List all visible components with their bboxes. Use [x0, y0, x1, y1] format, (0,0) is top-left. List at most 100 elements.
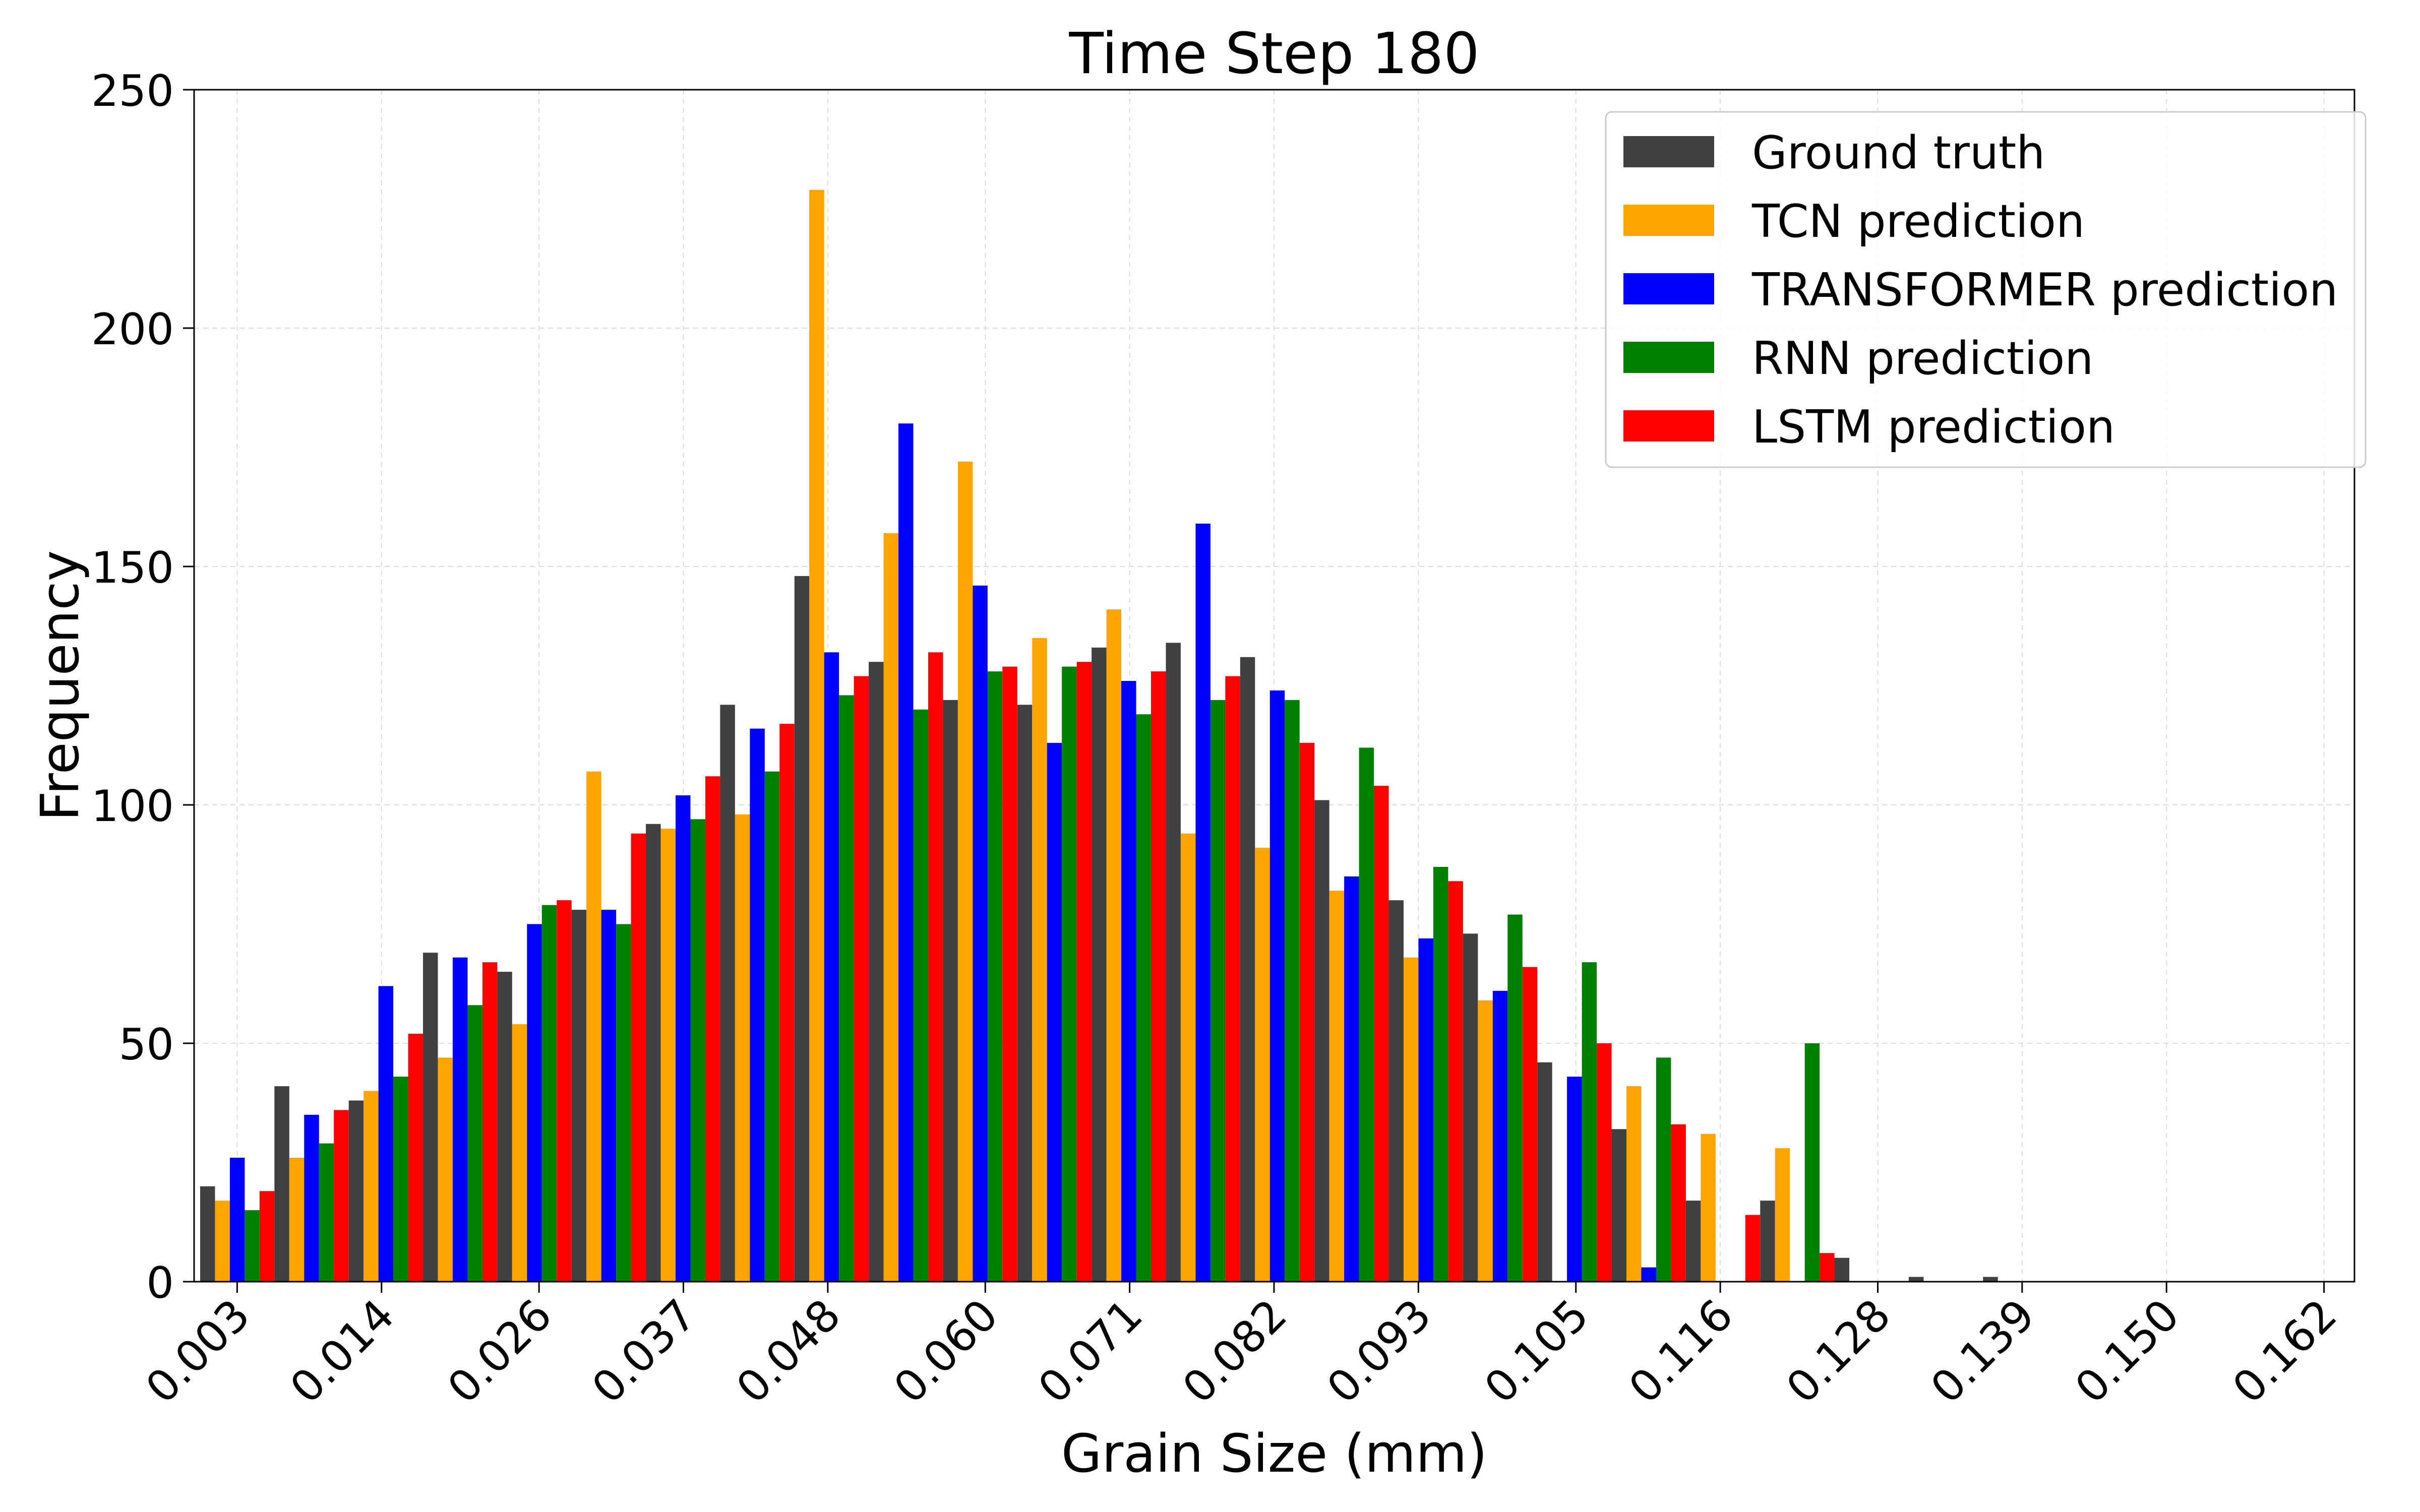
- x-axis-label: Grain Size (mm): [1061, 1423, 1487, 1484]
- bar-lstm-prediction: [1374, 786, 1389, 1282]
- bar-tcn-prediction: [215, 1201, 230, 1282]
- y-tick-label: 250: [91, 66, 174, 116]
- bar-lstm-prediction: [631, 833, 646, 1282]
- bar-tcn-prediction: [586, 771, 601, 1282]
- bar-transformer-prediction: [229, 1158, 245, 1282]
- bar-tcn-prediction: [364, 1091, 379, 1282]
- bar-rnn-prediction: [1507, 914, 1523, 1282]
- bar-ground-truth: [423, 953, 438, 1282]
- bar-rnn-prediction: [839, 695, 854, 1282]
- bar-transformer-prediction: [1492, 990, 1508, 1282]
- bar-lstm-prediction: [779, 724, 795, 1282]
- bar-ground-truth: [571, 910, 587, 1282]
- bar-ground-truth: [1983, 1277, 1998, 1282]
- x-tick-label: 0.026: [438, 1290, 562, 1413]
- bar-ground-truth: [1834, 1257, 1850, 1282]
- bar-lstm-prediction: [854, 676, 869, 1282]
- bar-transformer-prediction: [452, 957, 468, 1282]
- x-tick-label: 0.150: [2066, 1290, 2189, 1413]
- bar-transformer-prediction: [973, 585, 988, 1282]
- y-tick-label: 200: [91, 304, 174, 355]
- bar-rnn-prediction: [1804, 1043, 1820, 1282]
- bar-lstm-prediction: [705, 776, 720, 1282]
- bar-rnn-prediction: [541, 905, 557, 1282]
- bar-lstm-prediction: [928, 652, 943, 1282]
- bar-tcn-prediction: [1403, 957, 1419, 1282]
- bar-transformer-prediction: [1344, 876, 1359, 1282]
- bar-rnn-prediction: [1285, 700, 1300, 1282]
- bar-tcn-prediction: [1032, 638, 1047, 1282]
- bar-lstm-prediction: [557, 900, 572, 1282]
- x-tick-label: 0.014: [281, 1290, 404, 1413]
- x-tick-label: 0.162: [2223, 1290, 2347, 1413]
- bar-transformer-prediction: [898, 423, 914, 1282]
- bar-tcn-prediction: [1329, 891, 1345, 1282]
- bar-ground-truth: [1017, 705, 1033, 1282]
- bar-tcn-prediction: [1255, 848, 1270, 1282]
- legend-swatch: [1623, 410, 1714, 442]
- bar-tcn-prediction: [1106, 609, 1122, 1282]
- x-tick-label: 0.082: [1173, 1290, 1297, 1413]
- x-tick-label: 0.060: [884, 1290, 1008, 1413]
- legend: Ground truth TCN prediction TRANSFORMER pr…: [1605, 111, 2367, 468]
- bar-tcn-prediction: [1701, 1133, 1716, 1282]
- bar-ground-truth: [200, 1186, 215, 1282]
- x-axis: 0.003 0.014 0.026 0.037 0.048 0.060 0.071 0.082…: [136, 1282, 2346, 1413]
- bar-lstm-prediction: [1076, 662, 1092, 1282]
- bar-lstm-prediction: [408, 1034, 424, 1282]
- bar-ground-truth: [1685, 1201, 1701, 1282]
- bar-ground-truth: [1166, 643, 1181, 1282]
- bar-rnn-prediction: [467, 1005, 482, 1282]
- bar-tcn-prediction: [1626, 1086, 1642, 1282]
- bar-transformer-prediction: [750, 728, 765, 1282]
- bar-transformer-prediction: [1195, 523, 1211, 1282]
- bar-tcn-prediction: [1180, 833, 1196, 1282]
- chart-title: Time Step 180: [1068, 21, 1479, 87]
- bar-rnn-prediction: [1433, 866, 1448, 1282]
- bar-tcn-prediction: [512, 1024, 527, 1282]
- bar-tcn-prediction: [957, 461, 973, 1282]
- y-tick-label: 50: [119, 1020, 174, 1070]
- bar-lstm-prediction: [1745, 1215, 1761, 1282]
- x-tick-label: 0.105: [1475, 1290, 1599, 1413]
- bar-rnn-prediction: [1210, 700, 1226, 1282]
- bar-rnn-prediction: [1359, 747, 1374, 1282]
- x-tick-label: 0.093: [1317, 1290, 1441, 1413]
- bar-lstm-prediction: [334, 1110, 349, 1282]
- bar-transformer-prediction: [675, 795, 691, 1282]
- bar-lstm-prediction: [1820, 1253, 1835, 1282]
- bar-tcn-prediction: [809, 190, 824, 1282]
- x-tick-label: 0.071: [1029, 1290, 1153, 1413]
- bar-group: [200, 190, 1998, 1282]
- bar-lstm-prediction: [1151, 671, 1166, 1282]
- bar-tcn-prediction: [1775, 1148, 1790, 1282]
- bar-rnn-prediction: [616, 924, 631, 1282]
- bar-ground-truth: [1240, 657, 1255, 1282]
- bar-tcn-prediction: [1478, 1000, 1493, 1282]
- y-tick-label: 100: [91, 781, 174, 832]
- bar-transformer-prediction: [1641, 1267, 1656, 1282]
- bar-tcn-prediction: [438, 1057, 453, 1282]
- bar-lstm-prediction: [1671, 1124, 1686, 1282]
- legend-label: LSTM prediction: [1752, 401, 2115, 454]
- bar-lstm-prediction: [1225, 676, 1240, 1282]
- bar-lstm-prediction: [259, 1191, 275, 1282]
- bar-transformer-prediction: [378, 986, 394, 1282]
- bar-tcn-prediction: [660, 829, 676, 1282]
- bar-tcn-prediction: [289, 1158, 305, 1282]
- bar-ground-truth: [1611, 1129, 1627, 1282]
- bar-ground-truth: [720, 705, 735, 1282]
- bar-rnn-prediction: [987, 671, 1003, 1282]
- bar-lstm-prediction: [1522, 967, 1538, 1282]
- legend-swatch: [1623, 342, 1714, 373]
- x-tick-label: 0.048: [727, 1290, 851, 1413]
- bar-transformer-prediction: [527, 924, 542, 1282]
- legend-label: TRANSFORMER prediction: [1751, 264, 2338, 317]
- bar-rnn-prediction: [690, 819, 705, 1282]
- bar-ground-truth: [1537, 1062, 1552, 1282]
- bar-ground-truth: [1908, 1277, 1924, 1282]
- bar-tcn-prediction: [735, 814, 750, 1282]
- bar-rnn-prediction: [245, 1210, 260, 1282]
- bar-ground-truth: [1092, 647, 1107, 1282]
- bar-transformer-prediction: [1047, 743, 1062, 1282]
